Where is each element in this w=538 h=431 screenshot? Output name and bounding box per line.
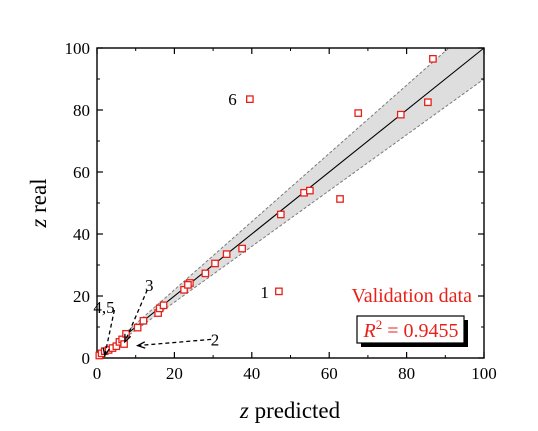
data-point xyxy=(276,210,285,219)
legend-label: Validation data xyxy=(351,285,472,307)
annotation-arrow xyxy=(137,338,212,347)
data-point xyxy=(336,195,344,203)
y-tick-label: 0 xyxy=(82,349,91,368)
x-tick-label: 100 xyxy=(471,364,497,383)
y-axis-title: z real xyxy=(26,178,51,228)
upper-bound-line xyxy=(96,47,450,359)
arrow-head xyxy=(135,341,146,349)
axis-ticks: 0 20 40 60 80 100 0 20 40 60 80 100 xyxy=(65,39,497,383)
data-point xyxy=(122,329,130,338)
annotation-arrow xyxy=(104,309,116,356)
data-point xyxy=(305,186,314,195)
y-tick-label: 60 xyxy=(73,163,90,182)
data-point xyxy=(429,55,437,63)
x-tick-label: 40 xyxy=(243,364,260,383)
data-point xyxy=(238,244,246,253)
data-point xyxy=(354,109,363,117)
data-point xyxy=(396,110,405,119)
data-point xyxy=(159,301,168,310)
data-point xyxy=(201,269,210,278)
annotation-label: 1 xyxy=(260,283,269,302)
annotation-label: 4,5 xyxy=(93,298,114,317)
data-point xyxy=(246,95,254,103)
arrow-head xyxy=(102,347,110,358)
data-point xyxy=(275,287,283,296)
annotation-label: 2 xyxy=(211,330,220,349)
x-axis-title: z predicted xyxy=(239,398,341,423)
x-tick-label: 20 xyxy=(166,364,183,383)
annotation-labels: 6 1 3 4,5 2 xyxy=(93,90,268,349)
r-squared-box: R2 = 0.9455 xyxy=(356,315,468,347)
annotation-arrow xyxy=(124,289,148,343)
annotation-label: 6 xyxy=(228,90,237,109)
data-point xyxy=(184,280,192,289)
lower-bound-line xyxy=(96,78,485,359)
data-point xyxy=(211,259,219,268)
r-squared-text: R2 = 0.9455 xyxy=(363,317,459,342)
arrow-head xyxy=(124,333,132,344)
data-point xyxy=(133,323,142,332)
x-tick-label: 80 xyxy=(398,364,415,383)
data-points xyxy=(95,55,437,360)
y-tick-label: 20 xyxy=(73,287,90,306)
x-tick-label: 0 xyxy=(93,364,102,383)
r-squared-box-frame xyxy=(356,315,465,344)
data-point xyxy=(120,340,128,348)
data-point xyxy=(180,285,188,294)
x-tick-label: 60 xyxy=(321,364,338,383)
annotation-label: 3 xyxy=(145,276,154,295)
y-tick-label: 40 xyxy=(73,225,90,244)
y-tick-label: 100 xyxy=(65,39,91,58)
data-point xyxy=(139,316,148,325)
data-point xyxy=(424,98,432,107)
annotation-arrows xyxy=(102,289,212,358)
y-tick-label: 80 xyxy=(73,101,90,120)
data-point xyxy=(222,250,231,258)
